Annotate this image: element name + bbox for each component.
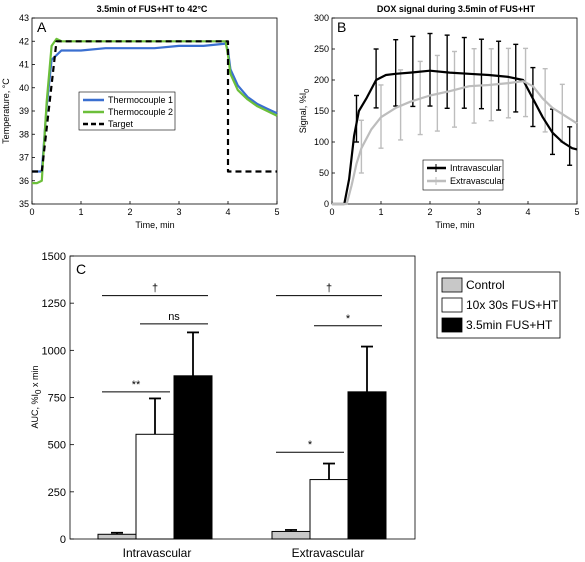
panel-a-ticks: 0 1 2 3 4 5 35 36 37 38 39 40 41 42 43 bbox=[19, 13, 280, 217]
significance-label: ** bbox=[132, 379, 141, 391]
panel-a-letter: A bbox=[37, 19, 47, 35]
legend-swatch-control bbox=[441, 277, 463, 293]
panel-b-ylabel: Signal, %I0 bbox=[298, 89, 311, 134]
panel-b-ytick-label: 50 bbox=[319, 168, 329, 178]
panel-a-title: 3.5min of FUS+HT to 42°C bbox=[97, 4, 208, 14]
significance-label: ns bbox=[168, 311, 180, 323]
panel-c-ylabel: AUC, %I0 x min bbox=[30, 366, 43, 429]
panel-b-ytick-label: 200 bbox=[314, 75, 329, 85]
panel-a-legend: Thermocouple 1 Thermocouple 2 Target bbox=[78, 91, 176, 131]
legend-extravascular: Extravascular bbox=[450, 176, 505, 186]
panel-b-xtick-label: 2 bbox=[427, 207, 432, 217]
panel-b-line-intravascular bbox=[332, 69, 578, 206]
panel-c-ytick-label: 1250 bbox=[42, 298, 66, 310]
legend-thermocouple-2: Thermocouple 2 bbox=[108, 107, 173, 117]
legend-intravascular: Intravascular bbox=[450, 163, 502, 173]
legend-swatch-10x-30s bbox=[441, 297, 463, 313]
panel-b-ytick-label: 150 bbox=[314, 106, 329, 116]
panel-b-ytick-label: 100 bbox=[314, 137, 329, 147]
panel-c-ytick-label: 1500 bbox=[42, 251, 66, 263]
panel-c-legend: Control 10x 30s FUS+HT 3.5min FUS+HT bbox=[436, 271, 561, 339]
panel-a-xtick-label: 5 bbox=[274, 207, 279, 217]
bar-10x-30s-fus-ht bbox=[135, 433, 175, 540]
panel-a-ytick-label: 43 bbox=[19, 13, 29, 23]
panel-a-xlabel: Time, min bbox=[135, 220, 174, 230]
panel-c-ticks: 0 250 500 750 1000 1250 1500 bbox=[42, 251, 74, 546]
panel-b-xtick-label: 4 bbox=[525, 207, 530, 217]
panel-a-ytick-label: 42 bbox=[19, 36, 29, 46]
panel-b-ytick-label: 0 bbox=[324, 199, 329, 209]
panel-c-ytick-label: 0 bbox=[60, 534, 66, 546]
panel-b-legend: Intravascular Extravascular bbox=[422, 159, 505, 191]
panel-a-xtick-label: 2 bbox=[127, 207, 132, 217]
bar-control bbox=[271, 530, 311, 540]
panel-c-letter: C bbox=[76, 261, 86, 277]
panel-b-ytick-label: 300 bbox=[314, 13, 329, 23]
significance-label: * bbox=[308, 439, 313, 451]
panel-a-ytick-label: 39 bbox=[19, 106, 29, 116]
panel-b-xtick-label: 3 bbox=[476, 207, 481, 217]
legend-thermocouple-1: Thermocouple 1 bbox=[108, 95, 173, 105]
panel-b-xtick-label: 5 bbox=[574, 207, 579, 217]
panel-b-series bbox=[332, 32, 578, 206]
bar-3-5min-fus-ht bbox=[173, 375, 213, 540]
panel-a-line-thermocouple-2 bbox=[32, 37, 278, 185]
panel-a-ytick-label: 37 bbox=[19, 153, 29, 163]
panel-a-xtick-label: 0 bbox=[29, 207, 34, 217]
panel-b-xlabel: Time, min bbox=[435, 220, 474, 230]
panel-b-xtick-label: 1 bbox=[378, 207, 383, 217]
significance-label: † bbox=[152, 283, 158, 295]
legend-3-5min: 3.5min FUS+HT bbox=[466, 318, 553, 332]
panel-b-ytick-label: 250 bbox=[314, 44, 329, 54]
panel-a-temperature-chart: 3.5min of FUS+HT to 42°C A 0 1 2 3 4 5 35 36 37 3… bbox=[1, 4, 280, 230]
panel-c-significance: †ns**†** bbox=[102, 283, 382, 453]
panel-a-ytick-label: 36 bbox=[19, 176, 29, 186]
panel-b-line-extravascular bbox=[332, 80, 578, 206]
significance-label: † bbox=[326, 283, 332, 295]
panel-a-ylabel: Temperature, °C bbox=[1, 78, 11, 144]
panel-a-line-target bbox=[32, 40, 277, 173]
panel-b-letter: B bbox=[337, 19, 346, 35]
panel-a-ytick-label: 38 bbox=[19, 129, 29, 139]
panel-b-dox-signal-chart: DOX signal during 3.5min of FUS+HT B 0 1 2… bbox=[298, 4, 580, 230]
significance-label: * bbox=[346, 313, 351, 325]
panel-a-series bbox=[32, 37, 278, 185]
panel-c-ytick-label: 750 bbox=[48, 393, 66, 405]
category-label-intravascular: Intravascular bbox=[123, 546, 192, 560]
legend-control: Control bbox=[466, 278, 505, 292]
panel-a-ytick-label: 40 bbox=[19, 83, 29, 93]
legend-target: Target bbox=[108, 119, 134, 129]
bar-10x-30s-fus-ht bbox=[309, 479, 349, 540]
panel-b-title: DOX signal during 3.5min of FUS+HT bbox=[377, 4, 536, 14]
panel-a-ytick-label: 41 bbox=[19, 60, 29, 70]
legend-swatch-3-5min bbox=[441, 317, 463, 333]
panel-c-ytick-label: 1000 bbox=[42, 345, 66, 357]
legend-10x-30s: 10x 30s FUS+HT bbox=[466, 298, 559, 312]
panel-a-xtick-label: 1 bbox=[78, 207, 83, 217]
category-label-extravascular: Extravascular bbox=[292, 546, 365, 560]
panel-c-ytick-label: 500 bbox=[48, 440, 66, 452]
panel-a-ytick-label: 35 bbox=[19, 199, 29, 209]
panel-a-xtick-label: 4 bbox=[225, 207, 230, 217]
bar-control bbox=[97, 533, 137, 540]
panel-c-ytick-label: 250 bbox=[48, 487, 66, 499]
bar-3-5min-fus-ht bbox=[347, 391, 387, 540]
panel-a-xtick-label: 3 bbox=[176, 207, 181, 217]
panel-b-xtick-label: 0 bbox=[329, 207, 334, 217]
panel-c-bars bbox=[97, 331, 387, 540]
